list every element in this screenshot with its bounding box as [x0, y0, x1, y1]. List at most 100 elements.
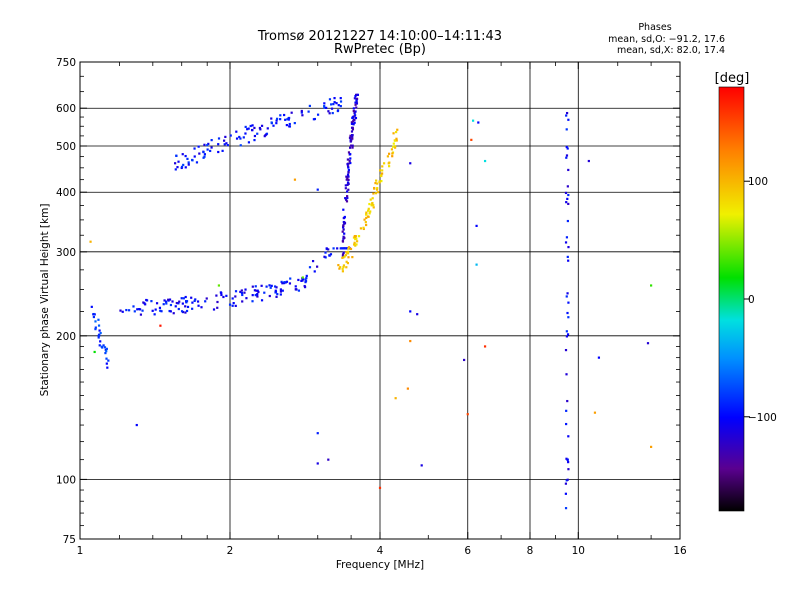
data-point	[240, 291, 244, 295]
data-point	[275, 122, 278, 125]
x-axis-ticks: 1 2 4 6 8 10 16	[77, 62, 687, 557]
data-point	[374, 192, 378, 195]
data-point	[223, 143, 226, 146]
data-point	[274, 291, 277, 294]
data-point	[567, 259, 570, 262]
data-point	[337, 104, 340, 107]
data-point	[279, 293, 282, 296]
data-point	[203, 155, 206, 158]
data-point	[369, 210, 372, 213]
data-point	[281, 289, 284, 292]
data-point	[195, 161, 199, 164]
data-point	[316, 113, 320, 116]
data-point	[567, 168, 570, 172]
data-point	[174, 162, 177, 165]
data-point	[255, 289, 258, 292]
data-point	[258, 126, 262, 130]
data-point	[283, 281, 286, 284]
data-point	[338, 267, 341, 270]
data-point	[133, 310, 136, 313]
data-point	[466, 413, 469, 416]
data-point	[332, 247, 335, 250]
data-point	[145, 298, 148, 302]
data-point	[182, 163, 185, 167]
data-point	[103, 346, 107, 349]
data-point	[244, 132, 247, 135]
data-point	[316, 432, 319, 435]
data-point	[357, 235, 361, 238]
data-point	[347, 178, 350, 182]
data-point	[159, 309, 162, 312]
data-point	[335, 102, 338, 105]
data-point	[268, 284, 271, 287]
data-point	[344, 184, 347, 187]
colorbar	[718, 86, 745, 512]
data-point	[207, 142, 210, 146]
data-point	[566, 219, 569, 223]
data-point	[162, 303, 165, 306]
data-point	[301, 114, 304, 117]
data-point	[395, 139, 398, 142]
data-point	[567, 202, 570, 206]
data-point	[99, 340, 102, 343]
data-point	[323, 105, 326, 108]
data-point	[275, 286, 278, 289]
data-point	[350, 126, 354, 129]
data-point	[221, 149, 224, 152]
data-point	[382, 162, 386, 165]
data-point	[203, 153, 207, 156]
data-point	[565, 335, 568, 338]
data-point	[240, 289, 243, 292]
data-point	[228, 303, 232, 306]
data-point	[341, 226, 345, 229]
y-tick-label: 300	[56, 247, 76, 259]
data-point	[197, 145, 200, 148]
data-point	[323, 102, 326, 105]
data-point	[197, 304, 200, 307]
data-point	[181, 302, 184, 305]
data-point	[325, 106, 328, 109]
data-point	[378, 486, 382, 489]
data-point	[249, 124, 252, 128]
data-point	[184, 166, 187, 169]
data-point	[270, 284, 273, 287]
data-point	[216, 306, 219, 309]
data-point	[565, 236, 569, 239]
data-point	[475, 263, 478, 266]
data-point	[364, 221, 367, 224]
data-point	[470, 138, 473, 141]
data-point	[105, 350, 108, 353]
data-point	[142, 301, 145, 304]
data-point	[391, 155, 394, 158]
data-point	[353, 97, 356, 100]
data-point	[353, 241, 356, 244]
data-point	[564, 348, 568, 352]
data-point	[392, 145, 395, 148]
data-point	[587, 159, 590, 163]
data-point	[132, 305, 135, 308]
data-point	[287, 118, 290, 121]
data-point	[483, 159, 487, 163]
data-point	[256, 132, 259, 135]
data-point	[328, 98, 332, 101]
data-point	[354, 103, 357, 106]
data-point	[564, 241, 568, 244]
data-point	[567, 245, 570, 249]
y-tick-label: 500	[56, 141, 76, 153]
data-point	[275, 117, 279, 120]
data-point	[275, 119, 278, 122]
data-point	[153, 313, 156, 316]
data-point	[94, 326, 97, 329]
data-point	[567, 461, 570, 464]
data-point	[316, 188, 319, 191]
data-point	[187, 161, 190, 164]
data-point	[565, 409, 568, 412]
data-point	[394, 397, 397, 400]
data-point	[567, 301, 570, 304]
data-point	[216, 300, 219, 304]
data-point	[354, 235, 357, 239]
data-point	[186, 305, 190, 309]
data-point	[354, 244, 357, 247]
data-point	[104, 351, 107, 355]
data-point	[353, 118, 356, 122]
